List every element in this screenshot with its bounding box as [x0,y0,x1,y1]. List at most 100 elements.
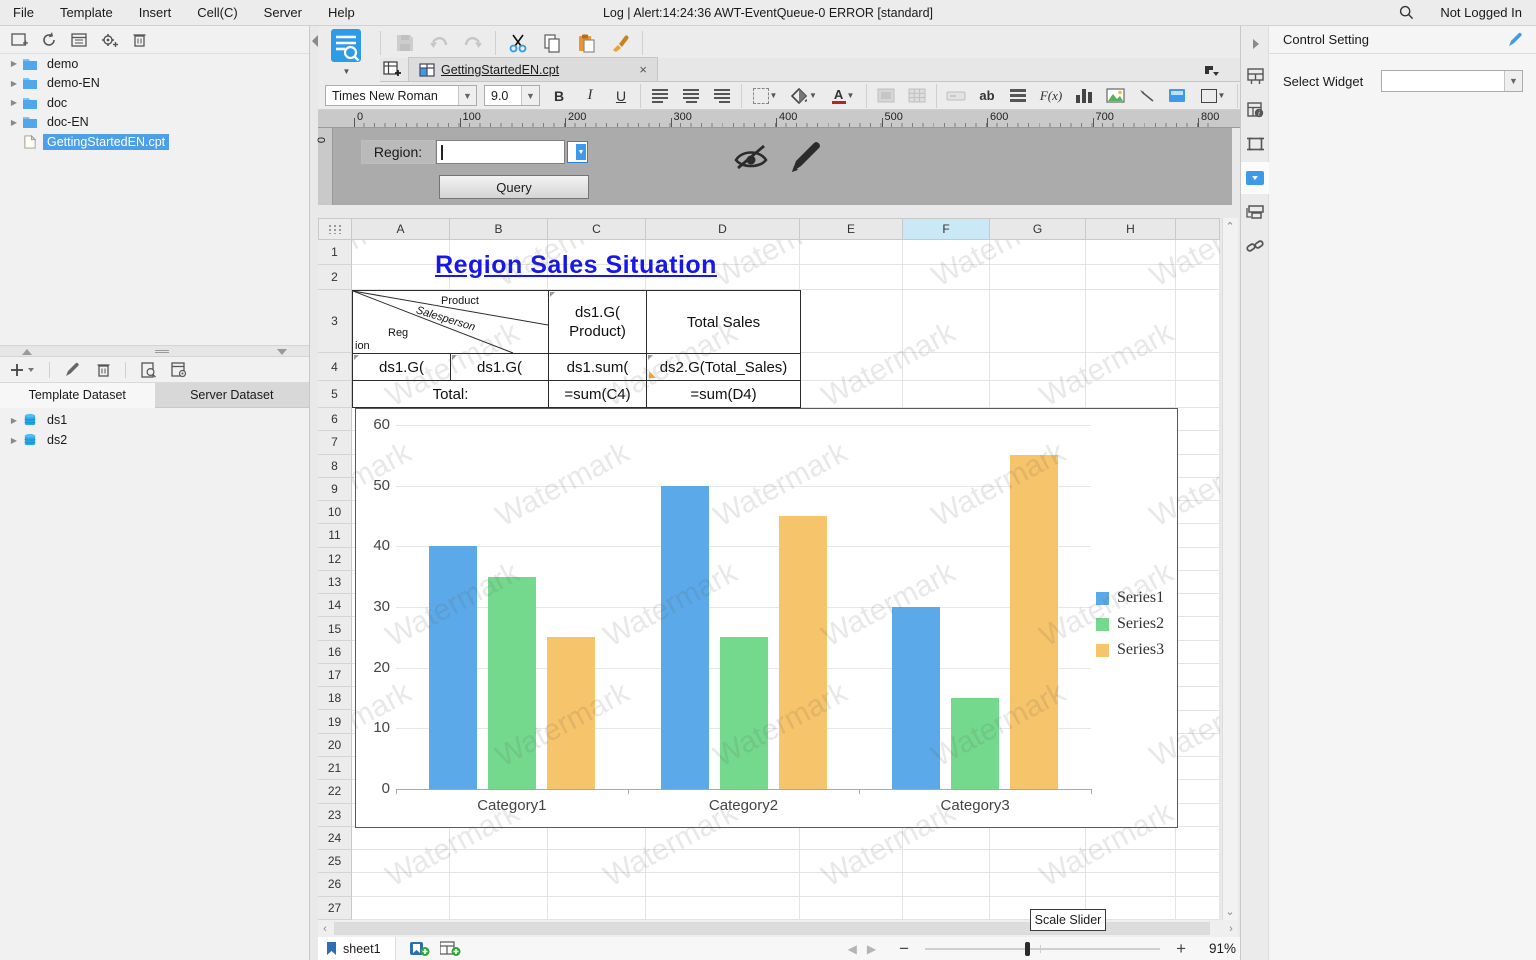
menu-server[interactable]: Server [263,5,302,20]
format-painter-icon[interactable] [608,32,632,54]
row-header-10[interactable]: 10 [318,501,352,525]
column-header-h[interactable]: H [1086,218,1176,240]
sheet-tab[interactable]: sheet1 [318,937,396,960]
insert-field-icon[interactable] [944,85,968,107]
scroll-up-icon[interactable]: ⌃ [1225,221,1235,233]
chevron-down-icon[interactable]: ▼ [521,86,539,105]
next-sheet-icon[interactable]: ▶ [866,941,877,956]
menu-cellc[interactable]: Cell(C) [197,5,238,20]
tree-item-doc[interactable]: ▶ doc [0,93,309,113]
align-right-icon[interactable] [710,85,734,107]
cell-c4[interactable]: ds1.sum( [548,353,647,381]
search-icon[interactable] [1399,5,1414,20]
delete-dataset-icon[interactable] [94,361,112,379]
hide-parameter-pane-icon[interactable] [728,140,774,174]
query-button[interactable]: Query [439,175,589,199]
report-title-cell[interactable]: Region Sales Situation [435,250,717,279]
tree-item-gettingstarteden-cpt[interactable]: GettingStartedEN.cpt [0,132,309,152]
tree-item-doc-en[interactable]: ▶ doc-EN [0,113,309,133]
insert-chart-icon[interactable] [1072,85,1096,107]
row-header-13[interactable]: 13 [318,570,352,595]
expand-icon[interactable]: ▶ [10,117,18,127]
scroll-right-icon[interactable]: › [1229,922,1233,935]
vertical-scrollbar[interactable]: ⌃ ⌄ [1222,218,1238,920]
menu-insert[interactable]: Insert [138,5,172,20]
underline-button[interactable]: U [615,87,627,104]
zoom-out-button[interactable]: − [899,938,910,958]
region-dropdown-widget[interactable]: ▼ [567,141,588,163]
hyperlink-icon[interactable] [1241,230,1269,262]
collapse-left-panel-icon[interactable] [311,34,318,48]
split-cells-icon[interactable] [905,85,929,107]
preview-dropdown-icon[interactable]: ▼ [342,67,351,76]
align-center-icon[interactable] [679,85,703,107]
collapse-right-panel-icon[interactable] [1241,28,1269,60]
cell-d3[interactable]: Total Sales [646,290,801,354]
edit-parameter-pane-icon[interactable] [788,138,824,176]
condition-attributes-icon[interactable] [1241,196,1269,228]
row-header-3[interactable]: 3 [318,290,352,353]
paste-icon[interactable] [574,32,598,54]
menu-file[interactable]: File [13,5,34,20]
tree-item-demo-en[interactable]: ▶ demo-EN [0,74,309,94]
new-template-icon[interactable] [380,58,404,80]
document-tab[interactable]: GettingStartedEN.cpt × [408,57,658,81]
widget-settings-icon[interactable] [1241,162,1269,194]
region-label-widget[interactable]: Region: [361,140,435,164]
parameter-pane[interactable]: Region: ▼ Query [333,128,1232,205]
cell-c5[interactable]: =sum(C4) [548,380,647,408]
italic-button[interactable]: I [587,87,593,103]
row-header-12[interactable]: 12 [318,547,352,571]
bar-chart-element[interactable]: 0 10 20 30 40 50 60 Category1 Category2 Category… [355,408,1178,828]
expand-icon[interactable]: ▶ [10,59,18,69]
row-header-24[interactable]: 24 [318,826,352,851]
region-input[interactable] [436,140,565,164]
row-header-18[interactable]: 18 [318,687,352,711]
close-tab-icon[interactable]: × [639,62,647,77]
horizontal-scrollbar[interactable]: ‹ › [318,920,1238,937]
float-element-icon[interactable] [1241,128,1269,160]
border-button[interactable]: ▼ [749,85,781,107]
cell-element-icon[interactable]: i [1241,94,1269,126]
row-header-25[interactable]: 25 [318,850,352,874]
dropdown-icon[interactable]: ▼ [576,144,586,160]
chevron-down-icon[interactable]: ▼ [458,86,476,105]
tab-server-dataset[interactable]: Server Dataset [154,383,309,408]
column-header-g[interactable]: G [990,218,1086,240]
bold-button[interactable]: B [553,87,565,104]
zoom-in-button[interactable]: + [1176,938,1186,958]
menu-help[interactable]: Help [327,5,355,20]
cell-a4[interactable]: ds1.G( [352,353,451,381]
align-left-icon[interactable] [648,85,672,107]
tab-layout-icon[interactable] [1204,65,1220,77]
row-header-7[interactable]: 7 [318,431,352,455]
column-header-e[interactable]: E [800,218,903,240]
insert-text-button[interactable]: ab [979,88,995,103]
row-header-1[interactable]: 1 [318,240,352,265]
expand-icon[interactable]: ▶ [10,78,18,88]
collapse-up-icon[interactable] [22,349,32,355]
cell-d5[interactable]: =sum(D4) [646,380,801,408]
row-header-19[interactable]: 19 [318,710,352,734]
font-size-select[interactable]: 9.0 ▼ [484,85,540,106]
cell-b4[interactable]: ds1.G( [450,353,549,381]
dataset-item-ds2[interactable]: ▶ ds2 [0,430,309,450]
chevron-down-icon[interactable]: ▼ [1504,71,1522,91]
column-header-c[interactable]: C [548,218,646,240]
row-header-26[interactable]: 26 [318,873,352,897]
refresh-icon[interactable] [40,31,58,49]
scroll-left-icon[interactable]: ‹ [323,922,327,935]
sheet-body[interactable]: Region Sales Situation Product Salespers… [352,240,1220,920]
preview-dataset-icon[interactable] [139,361,157,379]
column-header-b[interactable]: B [450,218,548,240]
column-header-d[interactable]: D [646,218,800,240]
collapse-down-icon[interactable] [277,349,287,355]
save-icon[interactable] [393,32,417,54]
cell-d4[interactable]: ds2.G(Total_Sales) [646,353,801,381]
panel-splitter[interactable] [0,345,309,357]
prev-sheet-icon[interactable]: ◀ [847,941,857,956]
copy-icon[interactable] [540,32,564,54]
row-header-16[interactable]: 16 [318,640,352,664]
cell-c3[interactable]: ds1.G( Product) [548,290,647,354]
zoom-slider[interactable] [925,941,1161,956]
